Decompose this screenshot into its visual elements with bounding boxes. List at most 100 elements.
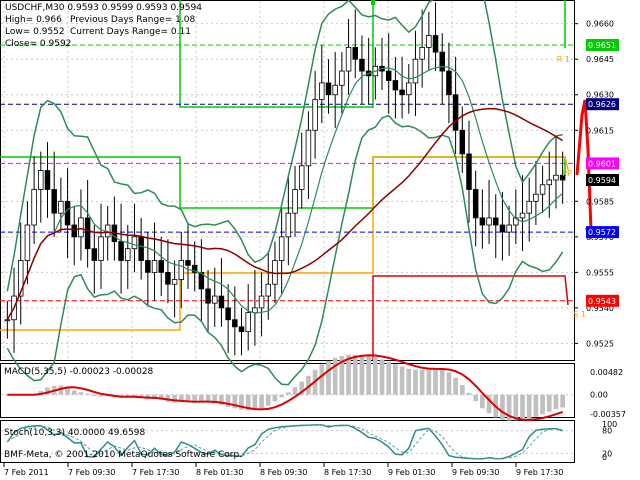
- candle-body: [205, 288, 211, 304]
- candle-body: [138, 236, 144, 261]
- candle-body: [78, 217, 84, 238]
- candle-body: [125, 248, 131, 261]
- candle-body: [399, 89, 405, 96]
- candle-body: [472, 189, 479, 219]
- stoch-signal-line: [7, 424, 563, 460]
- candle-body: [51, 189, 57, 214]
- candle-body: [225, 307, 231, 321]
- price-tick-label: 0.9615: [586, 126, 614, 135]
- candle-body: [526, 200, 532, 214]
- time-tick-label: 8 Feb 01:30: [196, 468, 243, 477]
- candle-body: [292, 189, 298, 214]
- price-tag-label: 0.9572: [588, 228, 616, 237]
- time-tick-label: 8 Feb 09:30: [260, 468, 307, 477]
- stoch-tick-label: 100: [602, 420, 617, 429]
- candle-body: [191, 264, 198, 273]
- candle-body: [185, 260, 191, 266]
- pp-label: PP: [562, 169, 572, 178]
- candle-body: [238, 326, 245, 332]
- candle-body: [252, 307, 258, 314]
- time-axis: 7 Feb 2011 7 Feb 09:30 7 Feb 17:30 8 Feb 01…: [3, 463, 563, 477]
- price-tick-label: 0.9660: [586, 20, 614, 29]
- low-label: Low= 0.9552: [5, 27, 65, 37]
- s1-label: S 1: [573, 310, 586, 319]
- pivot-green-mid: [179, 0, 374, 108]
- candle-body: [218, 295, 225, 309]
- candle-body: [345, 46, 352, 72]
- candle-body: [519, 212, 526, 219]
- macd-indicator: [1, 354, 574, 421]
- bollinger-bands: [6, 0, 564, 386]
- price-axis: 0.96600.96450.96300.96150.95850.95700.95…: [574, 20, 619, 348]
- candle-body: [332, 84, 338, 96]
- candle-body: [312, 99, 318, 131]
- stoch-tick-label: 0: [602, 453, 607, 462]
- candle-body: [559, 174, 566, 181]
- macd-axis: 0.00482 0.00 -0.00357: [590, 368, 626, 419]
- close-label: Close= 0.9592: [5, 39, 71, 49]
- candle-body: [91, 248, 98, 261]
- candle-body: [98, 236, 104, 261]
- stoch-tick-label: 20: [602, 449, 612, 458]
- macd-tick-label: 0.00482: [590, 368, 623, 377]
- candle-body: [406, 82, 412, 96]
- r1-label: R 1: [557, 55, 570, 64]
- candle-body: [432, 35, 439, 53]
- price-tag-label: 0.9651: [588, 41, 616, 50]
- candle-body: [493, 217, 499, 226]
- candle-body: [466, 153, 472, 190]
- candle-body: [352, 46, 358, 60]
- price-tag-label: 0.9626: [588, 100, 616, 109]
- candle-body: [392, 80, 399, 91]
- time-tick-label: 9 Feb 01:30: [388, 468, 435, 477]
- candle-body: [479, 217, 486, 226]
- price-tick-label: 0.9525: [586, 339, 614, 348]
- candle-body: [339, 70, 345, 86]
- candle-body: [44, 170, 51, 190]
- pivot-red: [372, 275, 569, 360]
- candle-body: [285, 212, 292, 238]
- price-tick-label: 0.9555: [586, 268, 614, 277]
- stoch-label: Stoch(10,3,3) 40.0000 49.6598: [4, 428, 145, 438]
- time-tick-label: 9 Feb 17:30: [516, 468, 563, 477]
- time-tick-label: 9 Feb 09:30: [452, 468, 499, 477]
- bollinger-lower: [6, 114, 564, 386]
- candle-body: [452, 94, 459, 131]
- price-tag: [586, 226, 619, 239]
- candle-body: [539, 184, 546, 195]
- candle-body: [265, 283, 272, 297]
- prev-range-label: Previous Days Range= 1.08: [70, 15, 195, 25]
- pivot-orange: [0, 156, 569, 331]
- price-tag-label: 0.9594: [588, 176, 616, 185]
- price-tick-label: 0.9585: [586, 197, 614, 206]
- macd-label: MACD(5,35,5) -0.00023 -0.00028: [4, 367, 154, 377]
- copyright-label: BMF-Meta, © 2001-2010 MetaQuotes Softwar…: [4, 450, 242, 460]
- time-tick-label: 8 Feb 17:30: [324, 468, 371, 477]
- bollinger-upper: [6, 0, 563, 292]
- candle-body: [118, 241, 124, 261]
- macd-signal-line: [7, 354, 564, 421]
- candle-body: [546, 179, 553, 186]
- candle-body: [553, 174, 559, 181]
- candle-body: [38, 170, 44, 190]
- candle-body: [4, 319, 11, 322]
- candle-body: [245, 312, 251, 332]
- candle-body: [158, 260, 164, 273]
- candle-body: [258, 295, 265, 309]
- candle-body: [459, 129, 466, 155]
- candle-body: [412, 58, 419, 84]
- candle-body: [165, 271, 171, 285]
- candle-body: [426, 35, 432, 48]
- candle-body: [17, 260, 24, 297]
- stoch-main-line: [6, 424, 563, 460]
- candle-body: [131, 236, 138, 250]
- candle-body: [84, 217, 91, 250]
- candle-body: [278, 236, 285, 261]
- symbol-line: USDCHF,M30 0.9593 0.9599 0.9593 0.9594: [5, 3, 202, 13]
- forecast-arrow-icon: [575, 99, 597, 240]
- candle-body: [506, 224, 512, 233]
- time-tick-label: 7 Feb 17:30: [132, 468, 179, 477]
- stochastic-indicator: [1, 424, 574, 460]
